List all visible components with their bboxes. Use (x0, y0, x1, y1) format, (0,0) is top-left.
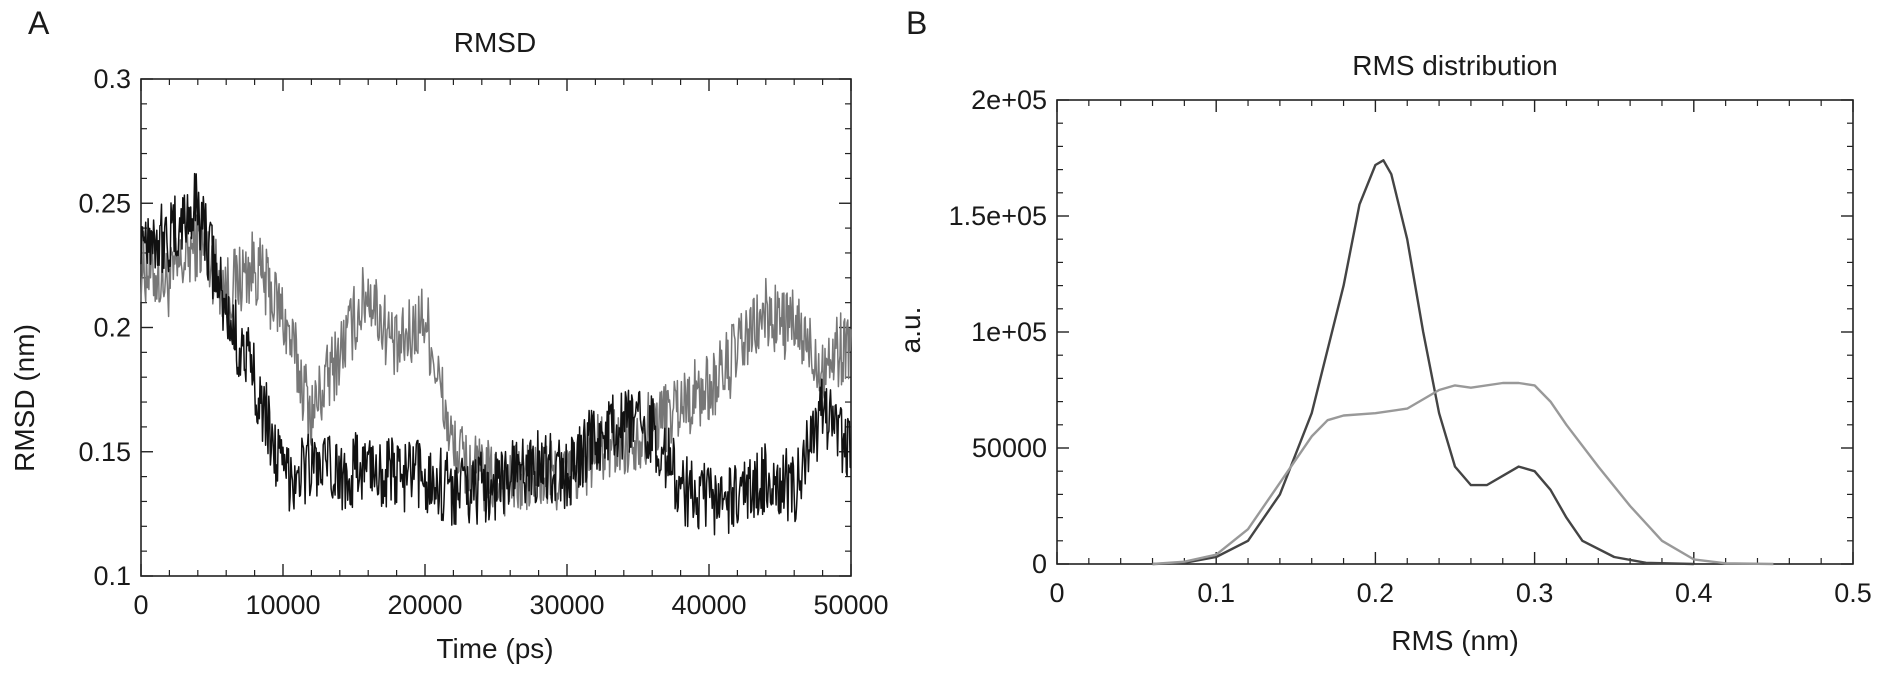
series-line-2 (1152, 381, 1774, 566)
panel-label-b: B (906, 5, 927, 41)
x-tick-label: 20000 (387, 590, 462, 620)
panel-b-rms-distribution: B RMS distribution 0 0.1 0.2 0.3 0.4 0.5 0 5000… (895, 5, 1872, 656)
x-tick-label: 10000 (245, 590, 320, 620)
y-tick-label: 0.2 (93, 313, 131, 343)
chart-title-rms-distribution: RMS distribution (1352, 50, 1557, 81)
rmsd-plot-area: 0 10000 20000 30000 40000 50000 0.1 0.15 0.2 0.25… (78, 64, 888, 620)
x-tick-label: 0 (1049, 578, 1064, 608)
x-tick-label: 0.4 (1675, 578, 1713, 608)
y-tick-label: 1e+05 (971, 317, 1047, 347)
x-tick-label: 0.5 (1834, 578, 1872, 608)
y-tick-label: 0.25 (78, 188, 131, 218)
series-line-2 (140, 172, 852, 536)
x-tick-label: 0.2 (1357, 578, 1395, 608)
x-axis-label: RMS (nm) (1391, 625, 1519, 656)
y-tick-label: 0.15 (78, 437, 131, 467)
panel-label-a: A (28, 5, 50, 41)
x-tick-label: 30000 (529, 590, 604, 620)
chart-title-rmsd: RMSD (454, 27, 536, 58)
x-axis-label: Time (ps) (436, 633, 553, 664)
x-tick-label: 0 (133, 590, 148, 620)
panel-a-rmsd: A RMSD 0 10000 20000 30000 40000 50000 0.1 0.15… (9, 5, 889, 664)
y-axis-label: RMSD (nm) (9, 324, 40, 472)
plot-frame (1056, 99, 1854, 565)
series-line-1 (1152, 159, 1694, 566)
x-tick-label: 50000 (813, 590, 888, 620)
y-tick-label: 50000 (972, 433, 1047, 463)
y-tick-label: 0.3 (93, 64, 131, 94)
x-tick-label: 0.1 (1197, 578, 1235, 608)
y-axis-label: a.u. (895, 307, 926, 354)
y-tick-label: 0 (1032, 549, 1047, 579)
y-tick-label: 0.1 (93, 561, 131, 591)
x-tick-label: 0.3 (1516, 578, 1554, 608)
x-tick-label: 40000 (671, 590, 746, 620)
rms-distribution-plot-area: 0 0.1 0.2 0.3 0.4 0.5 0 50000 1e+05 1.5e+05 2e+05 (949, 85, 1872, 608)
y-tick-label: 1.5e+05 (949, 201, 1047, 231)
y-tick-label: 2e+05 (971, 85, 1047, 115)
